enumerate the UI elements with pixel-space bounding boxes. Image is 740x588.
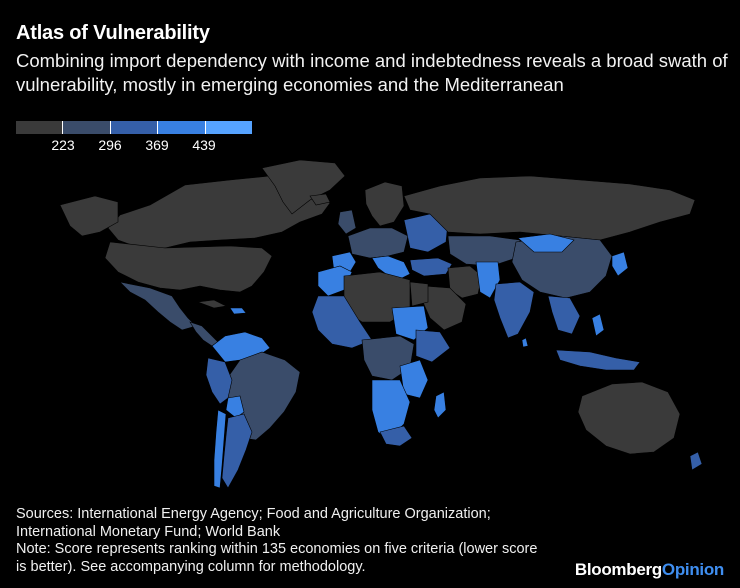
legend-tick-label: 369 (145, 137, 169, 153)
south-africa (379, 425, 413, 447)
uk-ireland (337, 209, 357, 235)
legend-tick-label: 296 (98, 137, 122, 153)
caribbean-islands (229, 307, 247, 315)
world-map (59, 160, 703, 489)
scandinavia (364, 181, 405, 227)
west-africa (311, 295, 373, 349)
legend-tick-label: 223 (51, 137, 75, 153)
india (493, 281, 535, 339)
kazakhstan-central-asia (447, 235, 521, 267)
brand-bloomberg: Bloomberg (574, 560, 662, 579)
brand-opinion: Opinion (661, 560, 724, 579)
chile (213, 409, 227, 489)
peru (205, 357, 233, 405)
italy-balkans (371, 255, 411, 281)
alaska (59, 195, 119, 237)
australia (577, 381, 681, 455)
source-note: Sources: International Energy Agency; Fo… (16, 506, 596, 576)
legend-tick-label: 439 (192, 137, 216, 153)
cuba (197, 299, 227, 309)
argentina (221, 413, 253, 489)
new-zealand (689, 451, 703, 471)
afghanistan-pakistan (475, 261, 501, 299)
legend-swatch (16, 121, 64, 134)
indonesia (555, 349, 641, 371)
bloomberg-opinion-logo: BloombergOpinion (575, 560, 724, 580)
note-line: is better). See accompanying column for … (16, 558, 366, 575)
legend-bar (16, 121, 253, 134)
legend-swatch (158, 121, 206, 134)
color-legend: 223 296 369 439 (16, 121, 253, 155)
mongolia (517, 233, 575, 253)
southeast-asia (547, 295, 581, 335)
chart-title: Atlas of Vulnerability (16, 22, 210, 44)
mexico (119, 281, 197, 331)
note-line: Note: Score represents ranking within 13… (16, 541, 538, 557)
sources-line: International Monetary Fund; World Bank (16, 523, 281, 540)
philippines (591, 313, 605, 337)
central-america (189, 321, 219, 347)
western-europe (347, 227, 409, 259)
iceland (309, 193, 331, 206)
turkey-caucasus (409, 257, 453, 277)
legend-swatch (205, 121, 253, 134)
horn-of-africa (415, 329, 451, 363)
sources-line: Sources: International Energy Agency; Fo… (16, 506, 491, 522)
russia (403, 175, 696, 241)
legend-swatch (110, 121, 159, 134)
usa (104, 241, 273, 293)
egypt (409, 281, 429, 307)
chart-subtitle: Combining import dependency with income … (16, 50, 728, 95)
legend-swatch (63, 121, 111, 134)
korea-japan (611, 251, 629, 277)
sri-lanka (521, 337, 529, 348)
madagascar (433, 391, 447, 419)
